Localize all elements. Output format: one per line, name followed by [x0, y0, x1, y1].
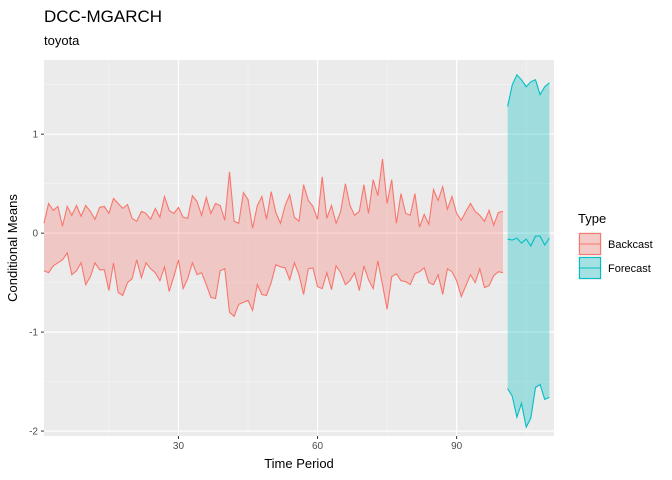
y-tick-label: -2	[29, 427, 38, 438]
upper-line-forecast	[507, 73, 550, 107]
band-forecast	[507, 74, 550, 428]
x-axis-ticks: 30 60 90	[173, 436, 463, 452]
data-bands	[43, 73, 550, 429]
x-tick-label: 90	[451, 441, 463, 452]
chart-title: DCC-MGARCH	[44, 7, 162, 26]
legend-label-backcast: Backcast	[608, 239, 653, 251]
x-tick-label: 60	[312, 441, 324, 452]
legend-label-forecast: Forecast	[608, 263, 651, 275]
lower-line-forecast	[507, 383, 550, 429]
legend-title: Type	[578, 211, 606, 226]
legend: Type Backcast Forecast	[578, 211, 653, 280]
grid	[44, 60, 554, 436]
y-axis-label: Conditional Means	[5, 194, 20, 302]
upper-line-backcast	[43, 158, 504, 229]
y-axis-ticks: 1 0 -1 -2	[29, 130, 44, 438]
mean-line-forecast	[507, 235, 550, 248]
y-tick-label: 0	[32, 229, 38, 240]
y-tick-label: 1	[32, 130, 38, 141]
y-tick-label: -1	[29, 328, 38, 339]
x-tick-label: 30	[173, 441, 185, 452]
plot-panel	[44, 60, 554, 436]
lower-line-backcast	[43, 251, 504, 318]
x-axis-label: Time Period	[264, 456, 334, 471]
chart-subtitle: toyota	[44, 33, 80, 48]
